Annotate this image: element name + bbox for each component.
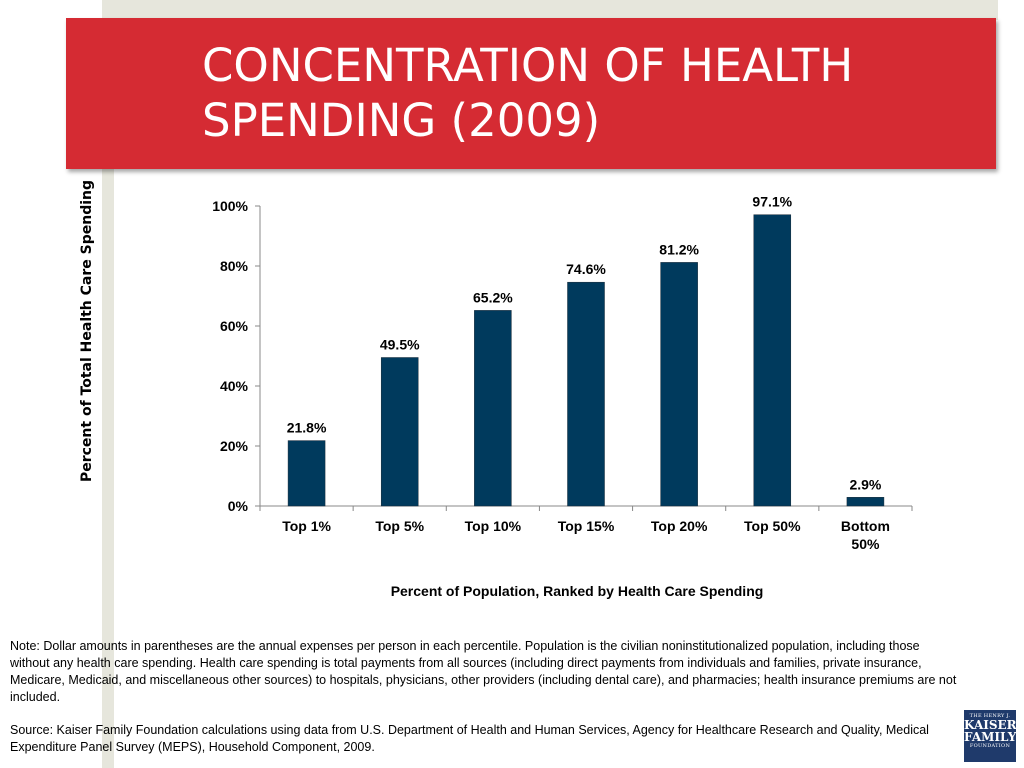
bars <box>287 214 885 507</box>
x-tick-label: Top 20% <box>651 518 708 534</box>
kaiser-family-foundation-logo: THE HENRY J. KAISER FAMILY FOUNDATION <box>964 710 1017 762</box>
title-banner: CONCENTRATION OF HEALTH SPENDING (2009) <box>66 18 996 169</box>
bar-data-label: 2.9% <box>849 476 881 492</box>
slide-frame-left <box>102 0 114 768</box>
bar <box>660 262 698 507</box>
x-axis: Top 1% Top 5% Top 10% Top 15% Top 20% Top 50%… <box>259 505 913 552</box>
x-axis-title: Percent of Population, Ranked by Health … <box>391 583 764 599</box>
y-tick-label: 20% <box>220 438 249 454</box>
x-tick-label: Top 50% <box>744 518 801 534</box>
logo-line-1: THE HENRY J. <box>969 713 1011 719</box>
bar <box>287 440 326 507</box>
bar <box>380 357 419 507</box>
y-tick-label: 0% <box>228 498 249 514</box>
bar-chart: 0%20%40%60%80%100% Top 1% Top 5% Top 10% To… <box>79 180 913 599</box>
bar-data-label: 74.6% <box>566 261 606 277</box>
x-tick-label: Bottom 50% <box>841 518 890 552</box>
chart-source: Source: Kaiser Family Foundation calcula… <box>10 723 929 754</box>
bar-data-label: 21.8% <box>287 420 327 436</box>
bar-data-label: 49.5% <box>380 337 420 353</box>
bar-data-label: 97.1% <box>752 194 792 210</box>
y-tick-label: 100% <box>212 198 248 214</box>
y-tick-label: 80% <box>220 258 249 274</box>
y-axis: 0% 20% 40% 60% 80% 100% <box>212 198 261 514</box>
bar <box>567 281 605 507</box>
page-title: CONCENTRATION OF HEALTH SPENDING (2009) <box>202 39 854 147</box>
x-tick-label: Top 5% <box>375 518 424 534</box>
y-axis-title: Percent of Total Health Care Spending <box>79 180 95 482</box>
x-tick-label: Top 1% <box>282 518 331 534</box>
logo-line-4: FOUNDATION <box>969 743 1011 749</box>
chart-note: Note: Dollar amounts in parentheses are … <box>10 639 957 704</box>
bar <box>753 214 792 507</box>
logo-line-3: FAMILY <box>964 730 1017 744</box>
y-tick-label: 40% <box>220 378 249 394</box>
bar <box>474 310 512 507</box>
bar-data-label: 65.2% <box>473 289 513 305</box>
bar-data-label: 81.2% <box>659 241 699 257</box>
slide-frame-top <box>102 0 998 20</box>
y-tick-label: 60% <box>220 318 249 334</box>
x-tick-label: Top 10% <box>465 518 522 534</box>
logo-line-2: KAISER <box>964 718 1017 732</box>
x-tick-label: Top 15% <box>558 518 615 534</box>
bar <box>846 497 885 507</box>
data-labels: 21.8% 49.5% 65.2% 74.6% 81.2% 97.1% 2.9% <box>287 194 882 493</box>
